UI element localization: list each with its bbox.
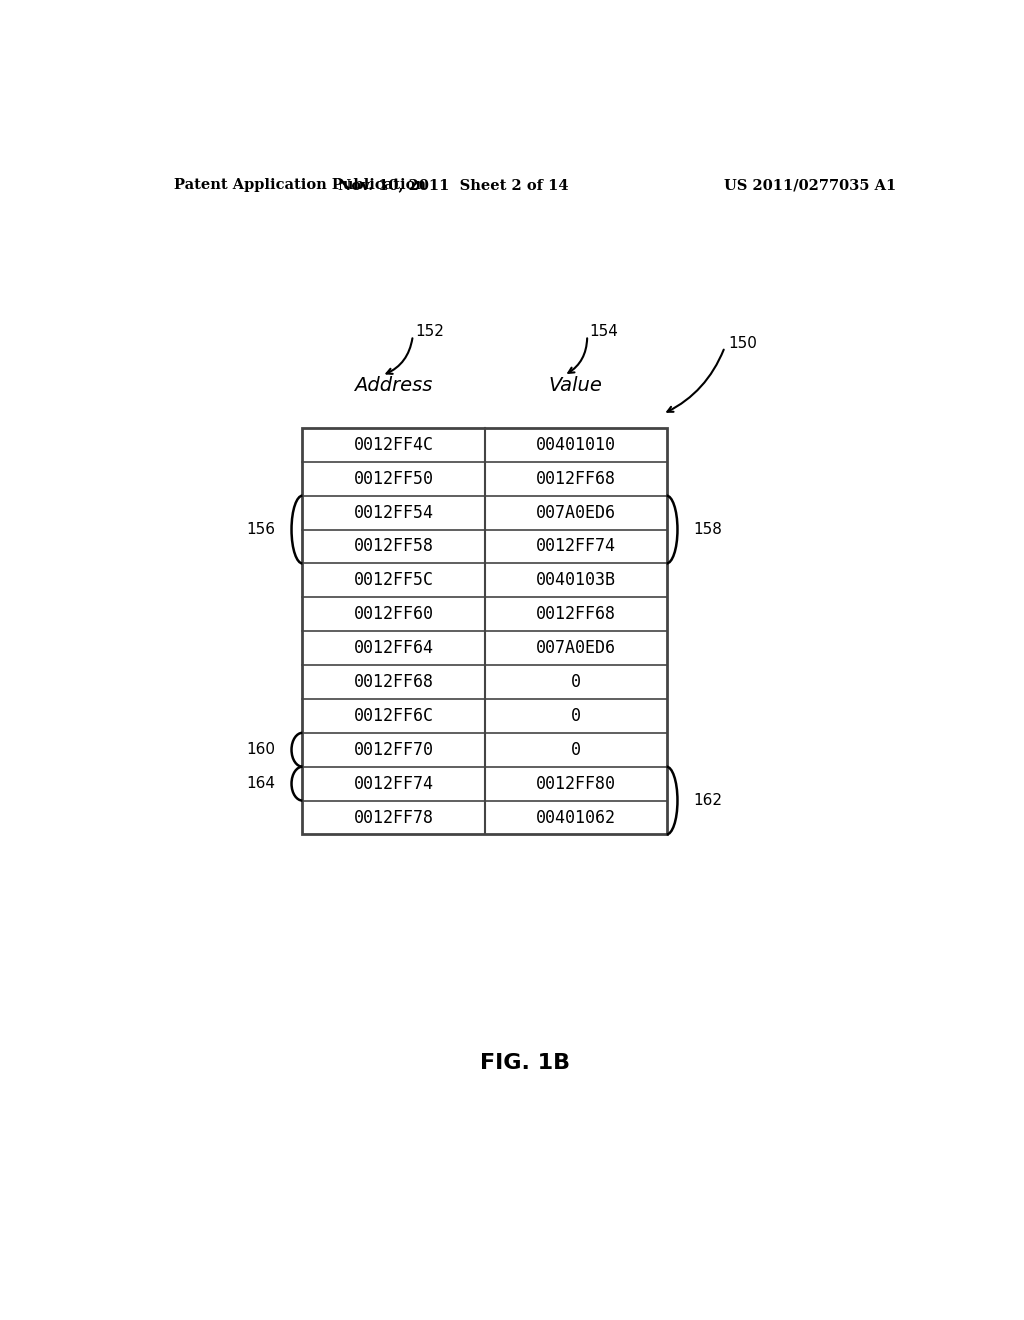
Text: 00401010: 00401010 bbox=[536, 436, 615, 454]
Text: Value: Value bbox=[549, 376, 602, 395]
Text: 0012FF74: 0012FF74 bbox=[353, 775, 433, 792]
Text: 156: 156 bbox=[246, 521, 275, 537]
Text: 150: 150 bbox=[729, 335, 758, 351]
Text: 0012FF78: 0012FF78 bbox=[353, 809, 433, 826]
Text: Patent Application Publication: Patent Application Publication bbox=[174, 178, 427, 193]
Text: 0012FF60: 0012FF60 bbox=[353, 606, 433, 623]
Text: Nov. 10, 2011  Sheet 2 of 14: Nov. 10, 2011 Sheet 2 of 14 bbox=[338, 178, 568, 193]
Text: 0012FF68: 0012FF68 bbox=[536, 470, 615, 487]
Text: 007A0ED6: 007A0ED6 bbox=[536, 639, 615, 657]
Text: 152: 152 bbox=[415, 325, 444, 339]
Text: 0: 0 bbox=[570, 673, 581, 690]
Text: 0012FF80: 0012FF80 bbox=[536, 775, 615, 792]
Text: 0012FF50: 0012FF50 bbox=[353, 470, 433, 487]
Text: 154: 154 bbox=[590, 325, 618, 339]
Text: 0012FF5C: 0012FF5C bbox=[353, 572, 433, 589]
Bar bbox=[302, 428, 667, 834]
Text: FIG. 1B: FIG. 1B bbox=[479, 1053, 570, 1073]
Text: 0012FF58: 0012FF58 bbox=[353, 537, 433, 556]
Text: 0012FF70: 0012FF70 bbox=[353, 741, 433, 759]
Text: 164: 164 bbox=[246, 776, 275, 791]
Text: 00401062: 00401062 bbox=[536, 809, 615, 826]
Text: 007A0ED6: 007A0ED6 bbox=[536, 504, 615, 521]
Text: 160: 160 bbox=[246, 742, 275, 758]
Text: 0040103B: 0040103B bbox=[536, 572, 615, 589]
Text: Address: Address bbox=[354, 376, 432, 395]
Text: 0012FF4C: 0012FF4C bbox=[353, 436, 433, 454]
Text: 0012FF74: 0012FF74 bbox=[536, 537, 615, 556]
Text: 162: 162 bbox=[693, 793, 723, 808]
Text: 0012FF64: 0012FF64 bbox=[353, 639, 433, 657]
Text: 0012FF54: 0012FF54 bbox=[353, 504, 433, 521]
Text: 0: 0 bbox=[570, 741, 581, 759]
Text: US 2011/0277035 A1: US 2011/0277035 A1 bbox=[724, 178, 896, 193]
Text: 0012FF68: 0012FF68 bbox=[353, 673, 433, 690]
Text: 0: 0 bbox=[570, 708, 581, 725]
Text: 0012FF6C: 0012FF6C bbox=[353, 708, 433, 725]
Text: 158: 158 bbox=[693, 521, 723, 537]
Text: 0012FF68: 0012FF68 bbox=[536, 606, 615, 623]
